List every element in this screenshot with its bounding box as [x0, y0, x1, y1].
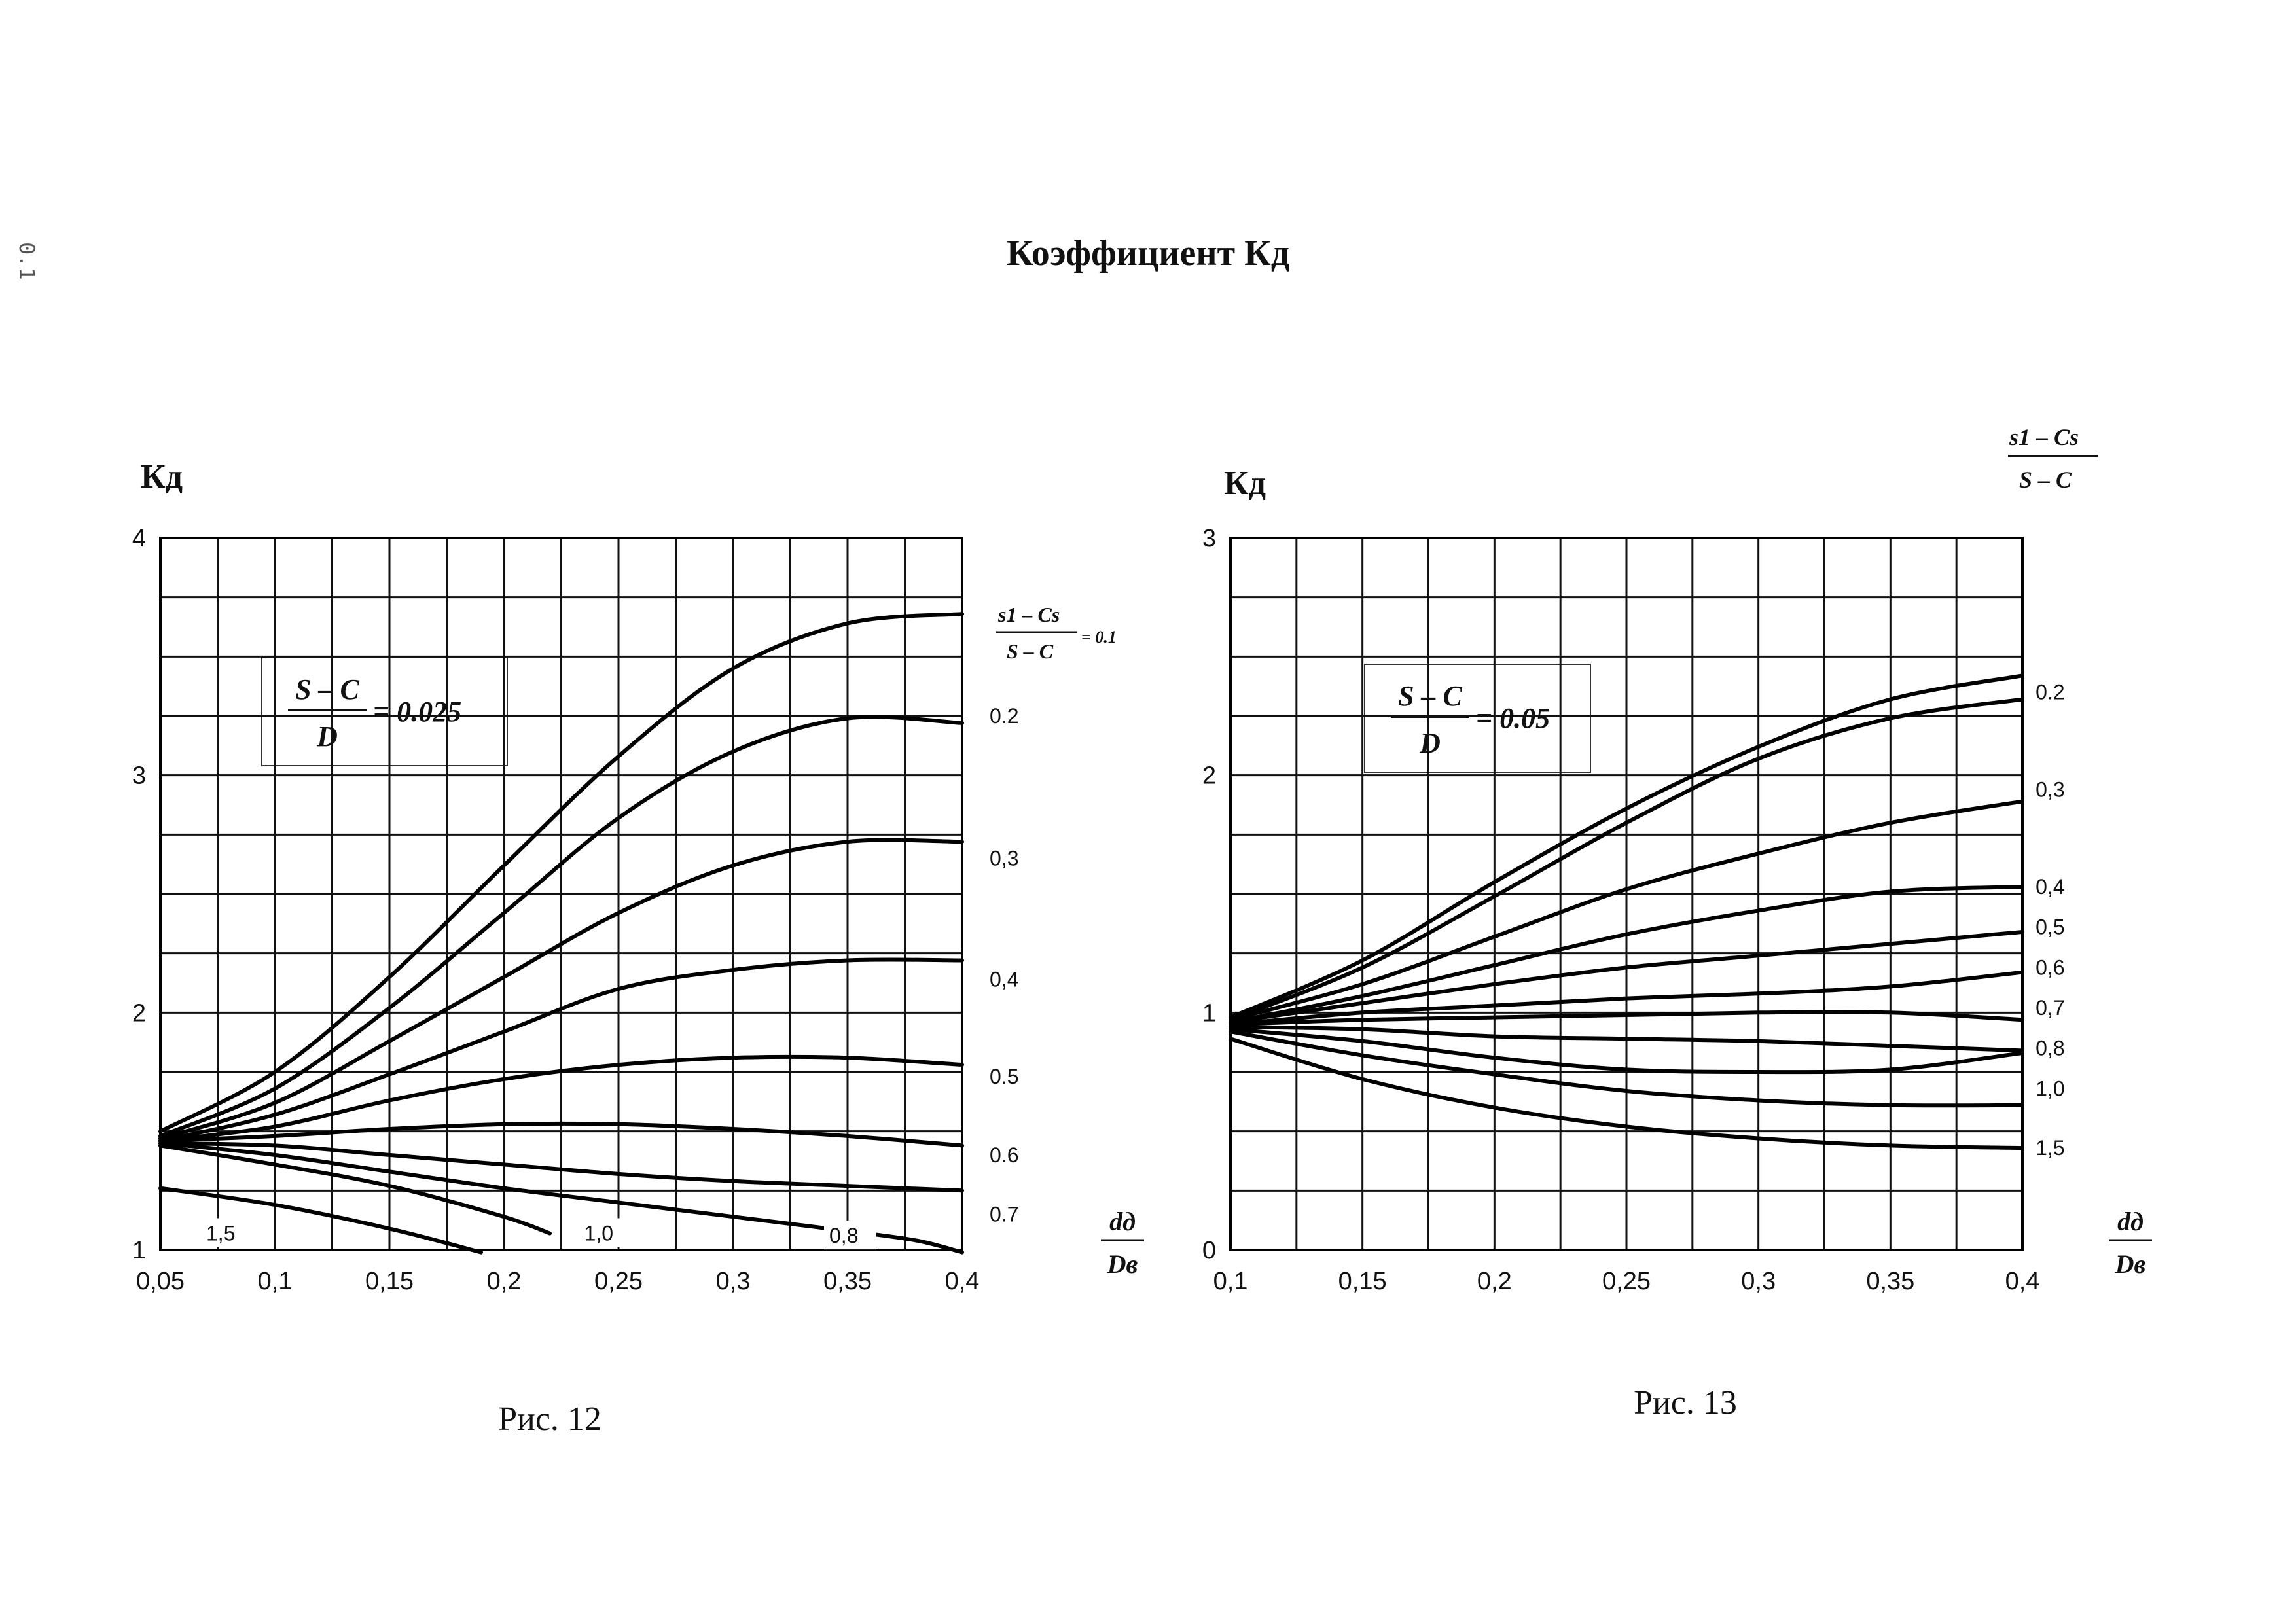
curve-label: 0,7	[2036, 996, 2064, 1020]
series-line	[158, 957, 964, 1143]
series-line	[1229, 970, 2024, 1027]
series-line	[158, 1186, 483, 1255]
x-tick-label: 0,35	[823, 1268, 872, 1295]
x-tick-label: 0,2	[487, 1268, 522, 1295]
curve-label: 0,5	[2036, 916, 2064, 939]
param-denominator: D	[316, 721, 338, 753]
param-numerator: S – C	[295, 673, 359, 705]
series-label-numerator: s1 – Cs	[997, 603, 1060, 626]
x-label-numerator: dд	[2117, 1207, 2144, 1236]
curve-label: 0,8	[2036, 1037, 2064, 1060]
series-label: s1 – Cs S – C = 0.1	[996, 603, 1117, 663]
series-line	[1229, 885, 2024, 1024]
figure-caption: Рис. 12	[498, 1400, 601, 1438]
series-line	[158, 715, 964, 1138]
chart-12: Кд S – C D = 0.025 s1 – Cs S – C = 0.1 d…	[141, 458, 1144, 1438]
y-tick-label: 3	[132, 762, 146, 790]
series-line	[1229, 1027, 2024, 1075]
series-label: s1 – Cs S – C	[2008, 424, 2098, 493]
curve-label: 1,5	[2036, 1136, 2064, 1160]
y-tick-label: 4	[132, 525, 146, 552]
x-tick-label: 0,15	[365, 1268, 414, 1295]
param-box: S – C D = 0.025	[261, 657, 508, 766]
param-value: = 0.05	[1476, 702, 1550, 734]
series-line	[1229, 1029, 2024, 1108]
curve-label: 0,6	[2036, 955, 2064, 979]
plot-frame	[159, 537, 963, 1251]
series-label-numerator: s1 – Cs	[2009, 424, 2079, 450]
plot-area-12: 0,05 0,1 0,15 0,2 0,25 0,3 0,35 0,4 1 2 3 4 0.2 0,3 0,…	[132, 525, 1019, 1295]
x-tick-label: 0,3	[1741, 1268, 1776, 1295]
curve-label: 0,3	[2036, 777, 2064, 801]
series-line	[158, 1121, 964, 1148]
y-tick-label: 0	[1202, 1237, 1216, 1264]
curve-label-bg	[579, 1218, 632, 1247]
param-box: S – C D = 0.05	[1364, 664, 1591, 773]
series-line	[1229, 930, 2024, 1024]
series-line	[158, 1143, 552, 1236]
x-label-denominator: Dв	[1107, 1249, 1138, 1279]
series-line	[1229, 673, 2024, 1020]
x-label-numerator: dд	[1109, 1207, 1136, 1236]
x-tick-label: 0,1	[258, 1268, 293, 1295]
series-line	[158, 1054, 964, 1143]
x-label-denominator: Dв	[2115, 1249, 2146, 1279]
plot-area-13: 0,1 0,15 0,2 0,25 0,3 0,35 0,4 0 1 2 3 0.2 0,3 0,4 0,5…	[1202, 525, 2065, 1295]
x-tick-label: 0,2	[1477, 1268, 1512, 1295]
figure-caption: Рис. 13	[1634, 1384, 1737, 1421]
y-tick-label: 2	[132, 999, 146, 1027]
series-line	[1229, 1037, 2024, 1150]
x-tick-label: 0,4	[2005, 1268, 2040, 1295]
series-line	[1229, 1025, 2024, 1053]
curve-label: 0,3	[990, 846, 1018, 870]
curve-label: 0,4	[990, 967, 1018, 991]
series-label-denominator: S – C	[1007, 639, 1054, 663]
curve-label: 0.2	[990, 704, 1018, 728]
y-tick-label: 1	[132, 1237, 146, 1264]
param-denominator: D	[1419, 727, 1441, 759]
curve-label: 1,0	[2036, 1077, 2064, 1100]
curve-label: 1,5	[206, 1221, 235, 1245]
curve-label: 0.7	[990, 1202, 1018, 1226]
x-tick-label: 0,1	[1213, 1268, 1248, 1295]
param-numerator: S – C	[1398, 680, 1462, 712]
curve-label: 0,8	[829, 1224, 858, 1247]
curve-label-bg	[824, 1221, 876, 1250]
series-line	[1229, 697, 2024, 1022]
page-title: Коэффициент Кд	[1006, 233, 1290, 274]
series-label-suffix: = 0.1	[1081, 628, 1117, 647]
y-tick-label: 3	[1202, 525, 1216, 552]
series-line	[158, 1141, 964, 1193]
x-tick-label: 0,35	[1866, 1268, 1914, 1295]
series-line	[158, 838, 964, 1141]
series-line	[1229, 1010, 2024, 1027]
param-value: = 0.025	[373, 696, 461, 728]
x-tick-label: 0,05	[136, 1268, 185, 1295]
x-tick-label: 0,3	[716, 1268, 751, 1295]
x-tick-label: 0,25	[594, 1268, 643, 1295]
y-tick-label: 1	[1202, 999, 1216, 1027]
x-axis-label: dд Dв	[1101, 1207, 1144, 1279]
series-line	[1229, 799, 2024, 1022]
y-tick-label: 2	[1202, 762, 1216, 790]
y-axis-label: Кд	[141, 458, 183, 495]
curve-label: 0.6	[990, 1143, 1018, 1167]
series-line	[158, 612, 964, 1133]
plot-frame	[1229, 537, 2024, 1251]
curve-label: 0.5	[990, 1065, 1018, 1088]
series-label-denominator: S – C	[2019, 467, 2072, 493]
y-axis-label: Кд	[1224, 465, 1266, 502]
x-tick-label: 0,4	[945, 1268, 980, 1295]
x-axis-label: dд Dв	[2109, 1207, 2152, 1279]
x-tick-label: 0,15	[1338, 1268, 1387, 1295]
x-tick-label: 0,25	[1602, 1268, 1651, 1295]
curve-label: 0.2	[2036, 681, 2064, 704]
curve-label-bg	[201, 1218, 253, 1247]
curve-label: 0,4	[2036, 875, 2064, 899]
chart-13: Кд S – C D = 0.05 s1 – Cs S – C dд Dв Ри…	[1224, 424, 2152, 1421]
curve-label: 1,0	[584, 1221, 613, 1245]
